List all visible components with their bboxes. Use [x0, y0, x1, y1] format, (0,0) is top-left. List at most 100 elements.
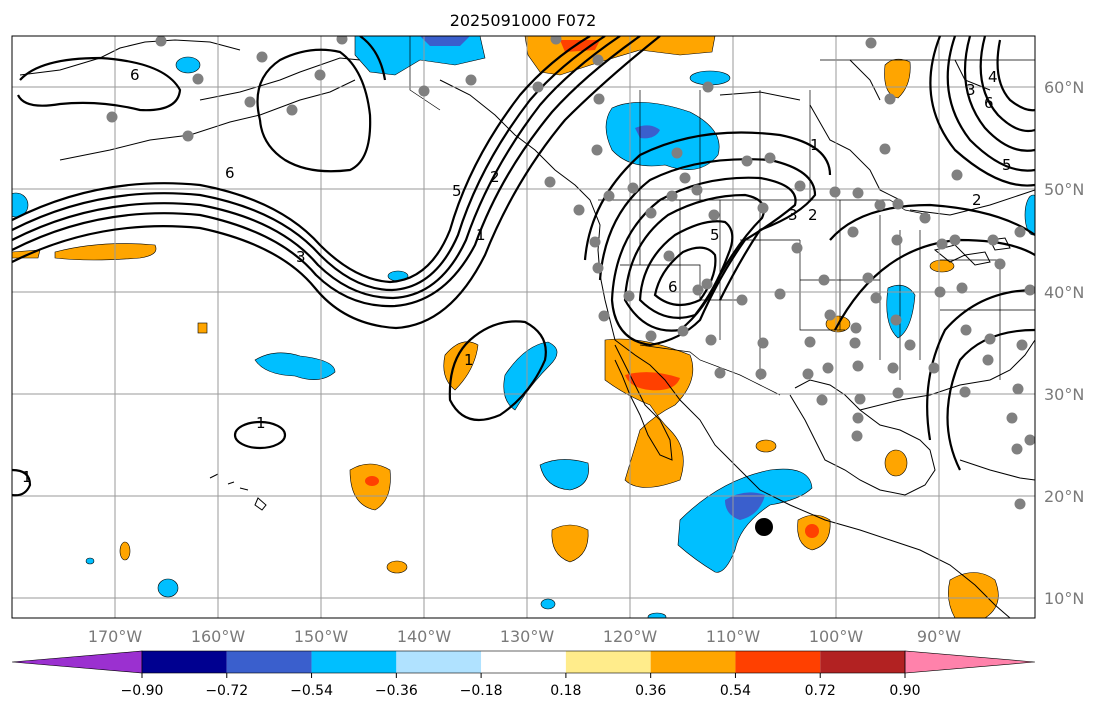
station-dot	[849, 337, 861, 349]
colorbar-tick-label: −0.72	[205, 683, 248, 699]
station-dot	[824, 309, 836, 321]
station-dot	[829, 186, 841, 198]
station-dot	[804, 336, 816, 348]
station-dot	[757, 337, 769, 349]
station-dot	[852, 412, 864, 424]
lon-label: 140°W	[397, 627, 452, 646]
station-dot	[847, 226, 859, 238]
station-dot	[1024, 284, 1035, 296]
station-dot	[663, 250, 675, 262]
lon-label: 100°W	[809, 627, 864, 646]
station-dot	[951, 169, 963, 181]
station-dot	[645, 207, 657, 219]
longitude-labels: 170°W 160°W 150°W 140°W 130°W 120°W 110°…	[88, 627, 961, 646]
station-dot	[666, 190, 678, 202]
lat-label: 10°N	[1044, 589, 1084, 608]
contour-label: 3	[296, 248, 306, 266]
station-dot	[645, 330, 657, 342]
contour-label: 6	[984, 94, 994, 112]
station-dot	[755, 368, 767, 380]
station-dot	[591, 144, 603, 156]
lat-label: 40°N	[1044, 283, 1084, 302]
lon-label: 130°W	[500, 627, 555, 646]
station-dot	[592, 262, 604, 274]
lat-label: 20°N	[1044, 487, 1084, 506]
lat-label: 30°N	[1044, 385, 1084, 404]
station-dot	[887, 362, 899, 374]
contour-label: 5	[1002, 156, 1012, 174]
station-dot	[192, 73, 204, 85]
station-dot	[891, 234, 903, 246]
station-dot	[818, 274, 830, 286]
latitude-labels: 60°N 50°N 40°N 30°N 20°N 10°N	[1044, 78, 1084, 608]
contour-label: 6	[225, 164, 235, 182]
contour-label: 1	[476, 226, 486, 244]
station-dot	[802, 368, 814, 380]
station-dot	[336, 36, 348, 45]
station-dot	[182, 130, 194, 142]
station-dot	[890, 314, 902, 326]
station-dot	[852, 360, 864, 372]
station-dot	[982, 354, 994, 366]
colorbar-tick-label: 0.54	[720, 683, 751, 699]
station-dot	[904, 339, 916, 351]
colorbar-segment	[142, 651, 227, 673]
station-markers	[106, 36, 1035, 510]
contour-label: 3	[788, 206, 798, 224]
colorbar-extend-low	[11, 650, 143, 674]
colorbar-segment	[226, 651, 312, 673]
station-dot	[155, 36, 167, 47]
contours	[12, 36, 1035, 497]
station-dot	[589, 236, 601, 248]
contour-label: 1	[256, 414, 266, 432]
lat-label: 60°N	[1044, 78, 1084, 97]
station-dot	[691, 184, 703, 196]
station-dot	[892, 198, 904, 210]
contour-label: 2	[490, 168, 500, 186]
colorbar-segment	[650, 651, 736, 673]
station-dot	[936, 238, 948, 250]
colorbar-segment	[481, 651, 566, 673]
station-dot	[862, 272, 874, 284]
station-dot	[677, 325, 689, 337]
lon-label: 160°W	[191, 627, 246, 646]
station-dot	[544, 176, 556, 188]
station-dot	[714, 367, 726, 379]
lon-label: 120°W	[603, 627, 658, 646]
station-dot	[774, 288, 786, 300]
contour-label: 1	[810, 136, 820, 154]
station-dot	[692, 284, 704, 296]
map-border	[11, 35, 1036, 619]
lat-label: 50°N	[1044, 180, 1084, 199]
station-dot	[1012, 383, 1024, 395]
colorbar-tick-label: −0.54	[290, 683, 333, 699]
station-dot	[879, 143, 891, 155]
station-dot	[702, 81, 714, 93]
station-dot	[106, 111, 118, 123]
station-dot	[822, 362, 834, 374]
contour-label: 6	[130, 66, 140, 84]
station-dot	[949, 234, 961, 246]
station-dot	[708, 209, 720, 221]
lon-label: 150°W	[294, 627, 349, 646]
map-panel: 6 6 3 5 2 1 1 2 3 5 6 1 1 1 3 4 6 2 5	[12, 36, 1035, 618]
station-dot	[850, 322, 862, 334]
station-dot	[994, 258, 1006, 270]
station-dot	[1014, 498, 1026, 510]
station-dot	[1011, 443, 1023, 455]
station-dot	[256, 51, 268, 63]
station-dot	[884, 93, 896, 105]
contour-label: 5	[710, 226, 720, 244]
station-dot	[928, 362, 940, 374]
station-dot	[593, 93, 605, 105]
station-dot	[984, 333, 996, 345]
map-title: 2025091000 F072	[450, 11, 597, 30]
colorbar-tick-label: 0.90	[889, 683, 920, 699]
station-dot	[1006, 412, 1018, 424]
station-dot	[550, 36, 562, 45]
station-dot	[854, 393, 866, 405]
station-dot	[764, 152, 776, 164]
shaded-fields	[12, 36, 1035, 618]
station-dot	[852, 187, 864, 199]
colorbar-extend-high	[904, 650, 1036, 674]
